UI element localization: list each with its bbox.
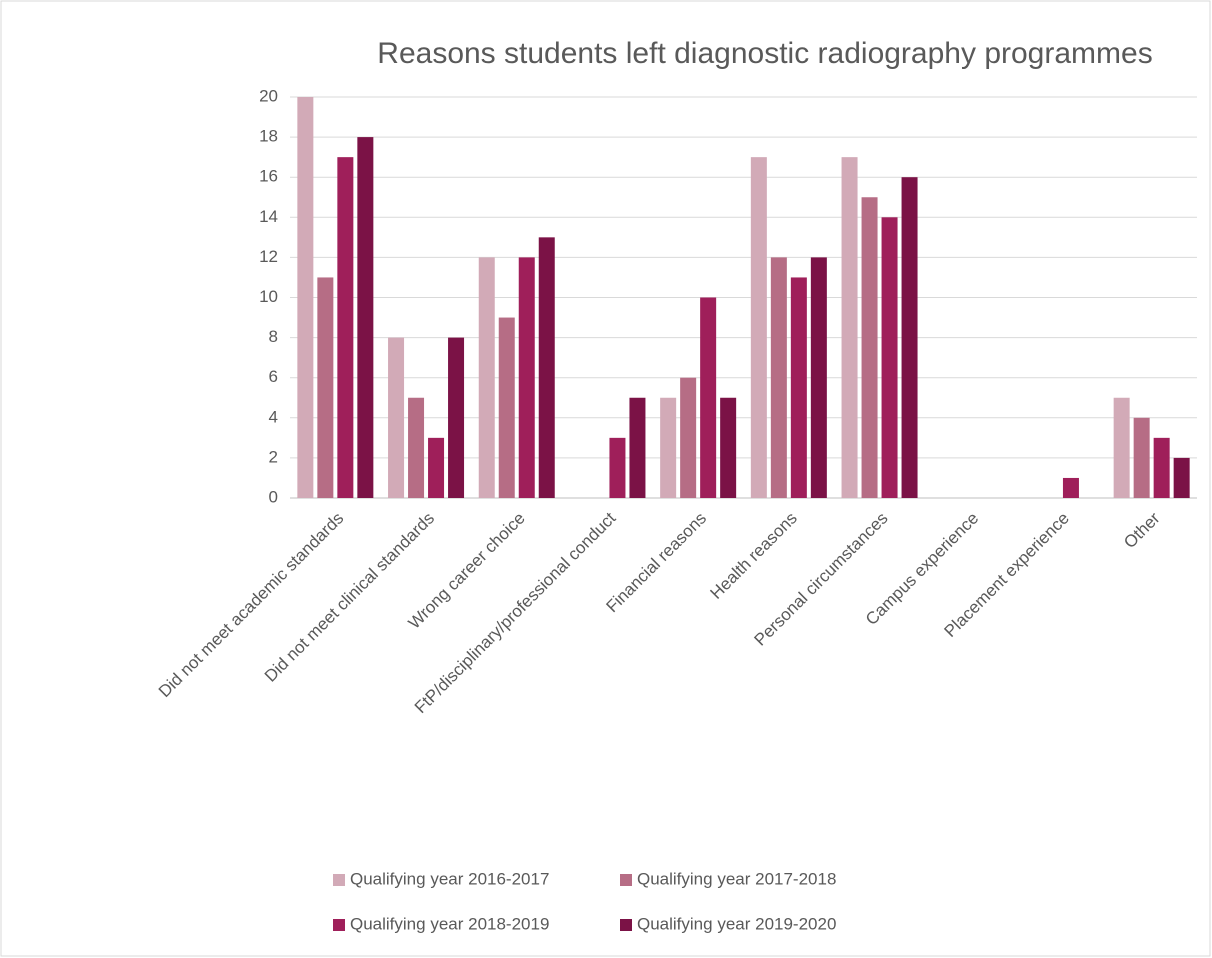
bar xyxy=(1153,437,1170,498)
bar xyxy=(881,217,898,499)
bar xyxy=(680,377,697,498)
bar xyxy=(660,397,677,498)
bar xyxy=(861,197,878,498)
bar xyxy=(498,317,515,498)
bar xyxy=(810,257,827,498)
y-tick-label: 10 xyxy=(259,287,278,306)
bar xyxy=(357,137,374,498)
legend-swatch xyxy=(333,919,345,931)
bar xyxy=(1062,477,1079,498)
bar xyxy=(720,397,737,498)
y-tick-label: 20 xyxy=(259,86,278,105)
y-tick-label: 14 xyxy=(259,207,278,226)
y-tick-label: 0 xyxy=(269,487,278,506)
bar xyxy=(448,337,465,498)
bar xyxy=(317,277,334,498)
bar xyxy=(770,257,787,498)
y-tick-label: 2 xyxy=(269,447,278,466)
y-tick-label: 18 xyxy=(259,127,278,146)
bar xyxy=(609,437,626,498)
bar xyxy=(1113,397,1130,498)
bar xyxy=(901,177,918,498)
y-tick-label: 6 xyxy=(269,367,278,386)
y-tick-label: 16 xyxy=(259,167,278,186)
bar xyxy=(750,157,767,498)
bar xyxy=(297,97,314,498)
bar xyxy=(1133,417,1150,498)
legend-swatch xyxy=(620,874,632,886)
bar xyxy=(478,257,495,498)
bar xyxy=(337,157,354,498)
bar xyxy=(700,297,717,498)
legend-label: Qualifying year 2018-2019 xyxy=(350,914,549,933)
bar xyxy=(518,257,535,498)
bar xyxy=(629,397,646,498)
y-tick-label: 4 xyxy=(269,407,278,426)
chart-title: Reasons students left diagnostic radiogr… xyxy=(377,37,1152,70)
legend-swatch xyxy=(620,919,632,931)
y-tick-label: 8 xyxy=(269,327,278,346)
legend-label: Qualifying year 2016-2017 xyxy=(350,869,549,888)
bar xyxy=(408,397,425,498)
legend-label: Qualifying year 2019-2020 xyxy=(637,914,836,933)
y-tick-label: 12 xyxy=(259,247,278,266)
bar xyxy=(428,437,445,498)
legend-label: Qualifying year 2017-2018 xyxy=(637,869,836,888)
legend-swatch xyxy=(333,874,345,886)
bar xyxy=(790,277,807,498)
bar xyxy=(841,157,858,498)
bar xyxy=(388,337,405,498)
bar xyxy=(538,237,555,498)
bar xyxy=(1173,457,1190,498)
